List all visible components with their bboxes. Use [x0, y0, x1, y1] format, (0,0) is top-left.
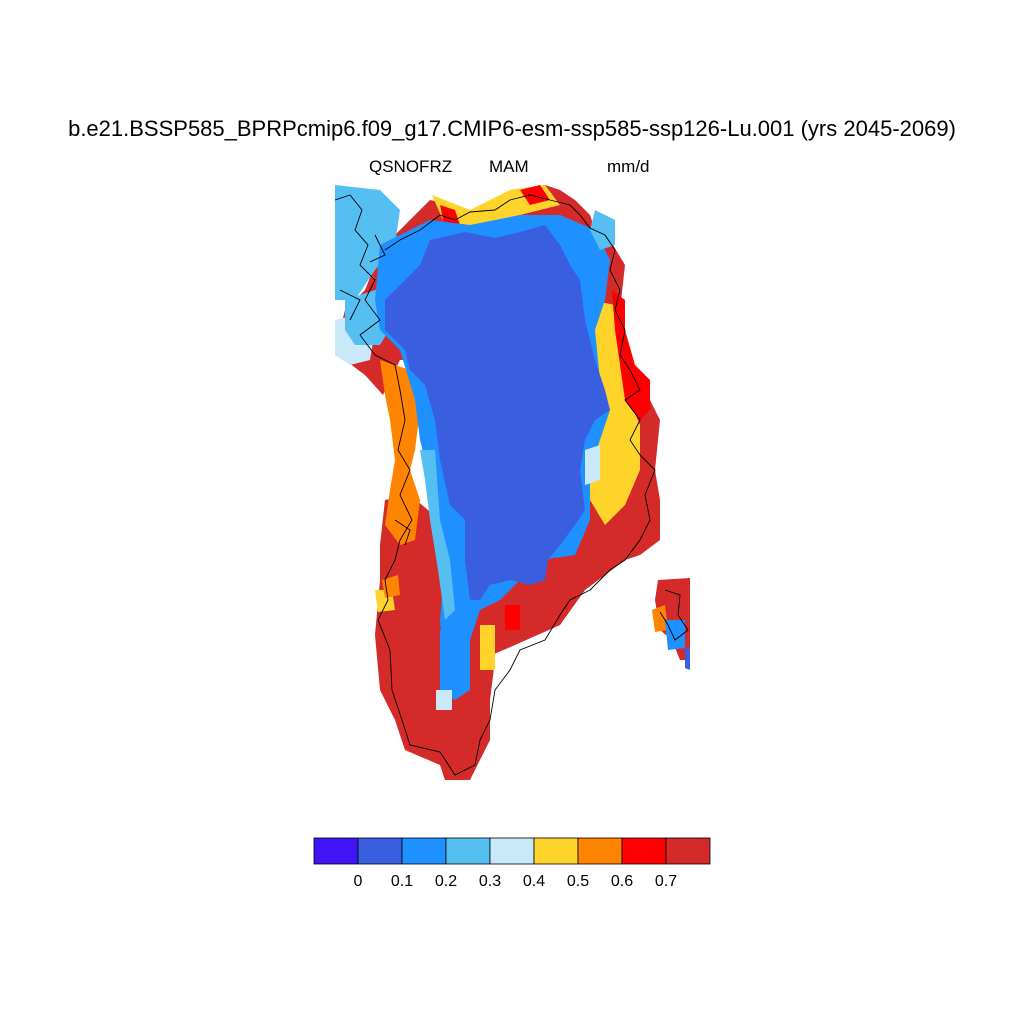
colorbar-box-5 [533, 837, 579, 865]
colorbar-tick-label: 0.2 [435, 873, 457, 890]
colorbar-tick-label: 0 [354, 873, 363, 890]
colorbar-box-2 [401, 837, 447, 865]
season-label: MAM [489, 157, 529, 176]
plot-title: b.e21.BSSP585_BPRPcmip6.f09_g17.CMIP6-es… [68, 116, 956, 141]
colorbar-tick-label: 0.1 [391, 873, 413, 890]
colorbar-box-4 [489, 837, 535, 865]
colorbar-box-1 [357, 837, 403, 865]
middle-rim [375, 185, 668, 670]
colorbar-labels: 0 0.1 0.2 0.3 0.4 0.5 0.6 0.7 [354, 873, 678, 890]
colorbar-tick-label: 0.6 [611, 873, 633, 890]
coastline [334, 194, 689, 776]
colorbar-box-0 [313, 837, 359, 865]
colorbar-tick-label: 0.4 [523, 873, 545, 890]
colorbar-tick-label: 0.3 [479, 873, 501, 890]
ice-sheet-interior [385, 225, 610, 600]
colorbar-box-6 [577, 837, 623, 865]
colorbar-tick-label: 0.7 [655, 873, 677, 890]
units-label: mm/d [607, 157, 650, 176]
variable-label: QSNOFRZ [369, 157, 453, 176]
colorbar-box-3 [445, 837, 491, 865]
colorbar-boxes [313, 837, 711, 865]
colorbar-tick-label: 0.5 [567, 873, 589, 890]
colorbar-box-7 [621, 837, 667, 865]
colorbar-box-8 [665, 837, 711, 865]
